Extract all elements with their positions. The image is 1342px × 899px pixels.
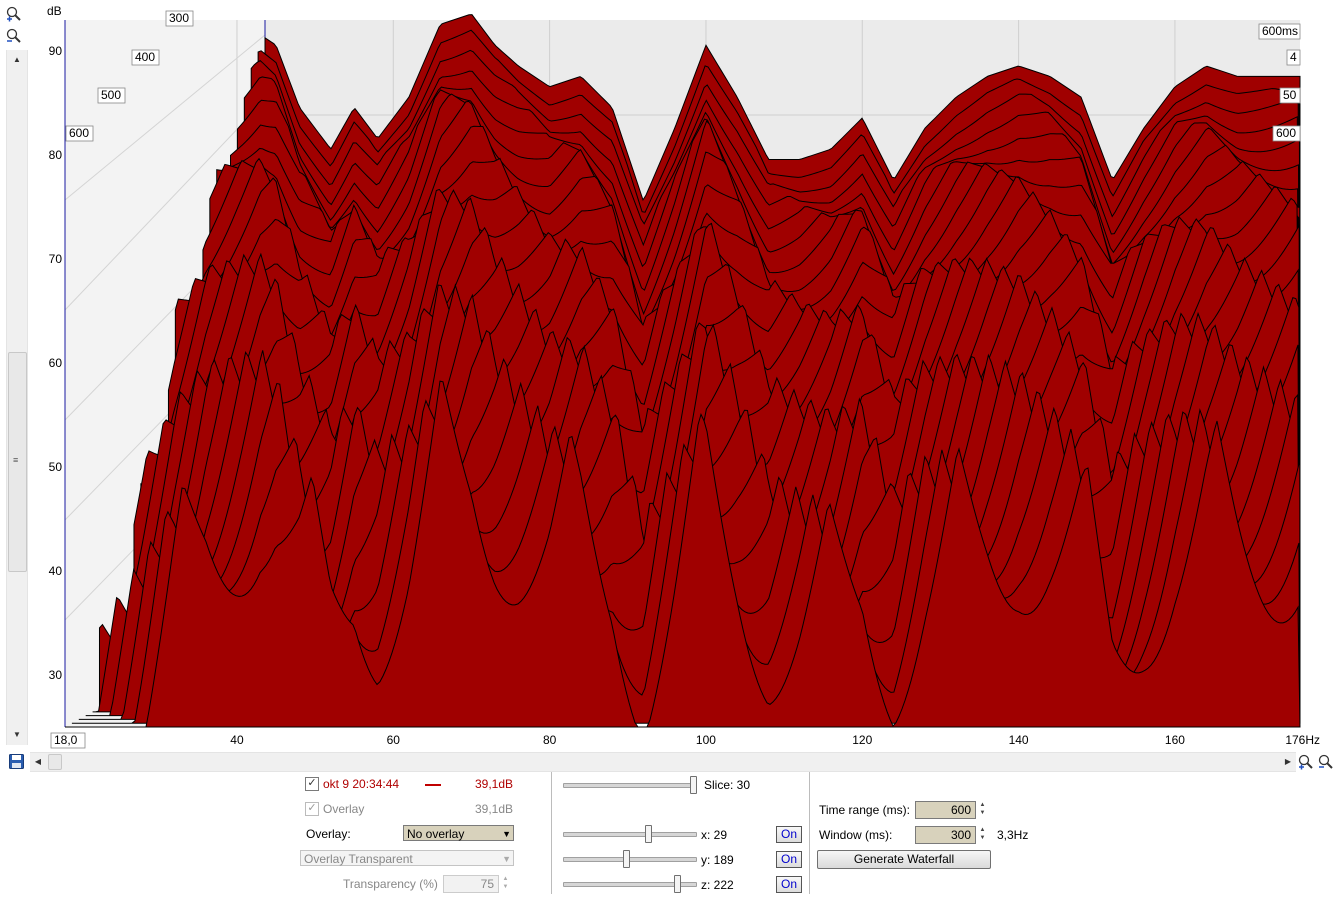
- panel-divider: [809, 772, 810, 894]
- time-label-top-right-box: [1258, 23, 1301, 40]
- vertical-scroll-thumb[interactable]: ≡: [8, 352, 27, 572]
- time-label-right-box: [1286, 49, 1301, 66]
- y-slider-track[interactable]: [563, 857, 697, 862]
- generate-waterfall-button[interactable]: Generate Waterfall: [817, 850, 991, 869]
- scroll-down-icon[interactable]: ▼: [13, 730, 21, 739]
- panel-divider: [551, 772, 552, 894]
- grid-line: [64, 99, 266, 311]
- z-slider-thumb[interactable]: [674, 875, 681, 893]
- transparency-label: Transparency (%): [343, 877, 438, 891]
- transparency-stepper-icon[interactable]: ▲ ▼: [502, 876, 509, 890]
- overlay-mode-select[interactable]: Overlay Transparent ▼: [300, 850, 514, 866]
- x-tick-label: 60: [387, 733, 401, 747]
- x-zoom-in-icon[interactable]: [1298, 754, 1314, 770]
- time-range-stepper-icon[interactable]: ▲ ▼: [979, 802, 986, 816]
- waterfall-slice: [65, 380, 1301, 728]
- overlay-check-value: 39,1dB: [475, 802, 514, 816]
- y-tick-label: 80: [49, 148, 63, 162]
- y-tick-label: 70: [49, 252, 63, 266]
- x-zoom-out-icon[interactable]: [1318, 754, 1334, 770]
- time-label-right-box: [1272, 125, 1301, 142]
- waterfall-chart[interactable]: dB 30 40 50 60 70 80 90 18,0 40 60 80 100 120 140 160 17…: [0, 0, 1342, 770]
- z-rotation-label: z: 222: [701, 878, 734, 892]
- time-label-right-box: [1279, 87, 1301, 104]
- time-label-left-box: [65, 125, 94, 142]
- x-start-label: 18,0: [54, 733, 78, 747]
- slice-label: Slice: 30: [704, 778, 751, 792]
- time-label-right: 600: [1276, 126, 1296, 140]
- save-icon[interactable]: [8, 753, 24, 769]
- window-label: Window (ms):: [819, 828, 893, 842]
- time-label-right: 50: [1283, 88, 1297, 102]
- x-tick-label: 100: [696, 733, 716, 747]
- overlay-check-label: Overlay: [323, 802, 365, 816]
- vertical-scrollbar[interactable]: ▲ ≡ ▼: [6, 50, 28, 745]
- y-rotation-label: y: 189: [701, 853, 734, 867]
- time-label-left-box: [165, 10, 194, 27]
- zoom-out-icon[interactable]: [6, 28, 22, 44]
- zoom-in-icon[interactable]: [6, 6, 22, 22]
- frequency-resolution: 3,3Hz: [997, 828, 1029, 842]
- overlay-label: Overlay:: [306, 827, 351, 841]
- y-tick-label: 40: [49, 564, 63, 578]
- grid-line: [64, 34, 266, 201]
- y-tick-label: 50: [49, 460, 63, 474]
- measurement-line-swatch: [425, 784, 441, 786]
- time-label-left: 300: [169, 11, 189, 25]
- measurement-value: 39,1dB: [475, 777, 514, 791]
- time-label-left-box: [97, 87, 126, 104]
- dropdown-caret-icon: ▼: [502, 854, 511, 864]
- y-axis-label: dB: [47, 4, 62, 18]
- y-tick-label: 30: [49, 668, 63, 682]
- time-label-left: 600: [69, 126, 89, 140]
- scroll-right-icon[interactable]: ▶: [1284, 757, 1292, 766]
- window-stepper-icon[interactable]: ▲ ▼: [979, 827, 986, 841]
- horizontal-scrollbar[interactable]: ◀ ▶: [30, 752, 1296, 772]
- x-tick-label: 140: [1009, 733, 1029, 747]
- time-label-top-right: 600ms: [1262, 24, 1298, 38]
- slice-slider-track[interactable]: [563, 783, 697, 788]
- y-slider-thumb[interactable]: [623, 850, 630, 868]
- transparency-input[interactable]: 75: [443, 875, 499, 893]
- slice-slider-thumb[interactable]: [690, 776, 697, 794]
- y-on-button[interactable]: On: [776, 851, 802, 868]
- measurement-checkbox[interactable]: ✓: [305, 777, 319, 791]
- scroll-left-icon[interactable]: ◀: [34, 757, 42, 766]
- x-on-button[interactable]: On: [776, 826, 802, 843]
- dropdown-caret-icon: ▼: [502, 829, 511, 839]
- x-end-label: 176Hz: [1285, 733, 1320, 747]
- y-tick-label: 60: [49, 356, 63, 370]
- x-slider-track[interactable]: [563, 832, 697, 837]
- z-slider-track[interactable]: [563, 882, 697, 887]
- horizontal-scroll-thumb[interactable]: [48, 754, 62, 770]
- time-label-right: 4: [1290, 50, 1297, 64]
- window-input[interactable]: 300: [915, 826, 976, 844]
- grip-icon: ≡: [13, 455, 19, 465]
- overlay-select-value: No overlay: [407, 827, 465, 841]
- z-on-button[interactable]: On: [776, 876, 802, 893]
- time-label-left-box: [131, 49, 160, 66]
- overlay-mode-value: Overlay Transparent: [304, 852, 413, 866]
- time-label-left: 400: [135, 50, 155, 64]
- x-start-label-box: [50, 732, 86, 749]
- y-tick-label: 90: [49, 44, 63, 58]
- time-range-label: Time range (ms):: [819, 803, 910, 817]
- scroll-up-icon[interactable]: ▲: [13, 55, 21, 64]
- x-tick-label: 80: [543, 733, 557, 747]
- time-range-input[interactable]: 600: [915, 801, 976, 819]
- time-label-left: 500: [101, 88, 121, 102]
- x-tick-label: 160: [1165, 733, 1185, 747]
- x-slider-thumb[interactable]: [645, 825, 652, 843]
- measurement-label: okt 9 20:34:44: [323, 777, 400, 791]
- x-rotation-label: x: 29: [701, 828, 728, 842]
- overlay-select[interactable]: No overlay ▼: [403, 825, 514, 841]
- x-tick-label: 120: [852, 733, 872, 747]
- x-tick-label: 40: [230, 733, 244, 747]
- overlay-checkbox[interactable]: ✓: [305, 802, 319, 816]
